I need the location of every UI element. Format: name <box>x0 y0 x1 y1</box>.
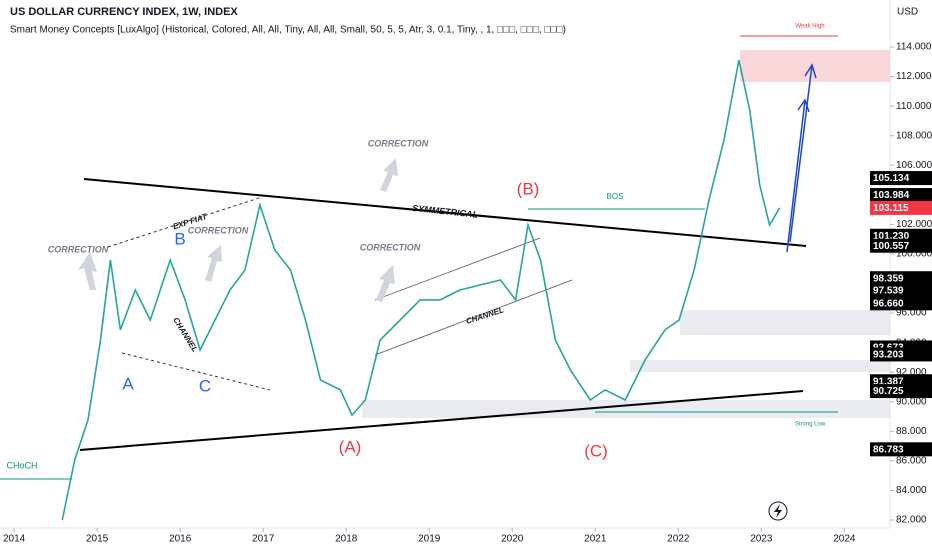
price-label: 97.539 <box>873 285 904 296</box>
demand-zone <box>630 360 890 372</box>
y-tick-label: 110.000 <box>896 101 932 112</box>
currency-label: USD <box>897 7 918 18</box>
y-tick-label: 92.000 <box>896 367 927 378</box>
price-label-box <box>870 271 932 286</box>
arrow <box>78 252 97 290</box>
y-tick-label: 112.000 <box>896 71 932 82</box>
replay-icon[interactable] <box>768 501 788 521</box>
chart-subtitle: Smart Money Concepts [LuxAlgo] (Historic… <box>10 25 566 36</box>
triangle-upper-line <box>83 178 807 247</box>
arrow-head <box>804 63 817 79</box>
x-tick-label: 2015 <box>86 534 109 545</box>
annotation: C <box>199 376 211 395</box>
x-tick-label: 2024 <box>833 534 856 545</box>
price-line <box>61 59 781 521</box>
channel-line <box>374 279 573 356</box>
price-label: 100.557 <box>873 241 910 252</box>
x-tick-label: 2023 <box>750 534 773 545</box>
annotation: CHoCH <box>6 460 37 470</box>
y-tick-label: 114.000 <box>896 42 932 53</box>
price-label-box <box>870 283 932 298</box>
icon-bolt[interactable] <box>774 504 782 518</box>
price-label: 91.387 <box>873 376 904 387</box>
price-label: 98.359 <box>873 273 904 284</box>
annotation: B <box>174 229 185 248</box>
price-label: 93.203 <box>873 350 904 361</box>
annotation: (A) <box>339 437 362 456</box>
chart-title: US DOLLAR CURRENCY INDEX, 1W, INDEX <box>10 6 238 18</box>
arrow-head <box>797 98 810 113</box>
price-label: 103.984 <box>873 190 910 201</box>
x-tick-label: 2019 <box>418 534 441 545</box>
price-label-box <box>870 171 932 186</box>
projection-arrows <box>786 63 817 253</box>
annotation: Weak High <box>795 24 824 30</box>
triangle-lower-line <box>79 390 804 451</box>
price-label: 86.783 <box>873 444 904 455</box>
annotation: (B) <box>517 179 540 198</box>
annotation: CORRECTION <box>360 242 421 252</box>
annotation: (C) <box>584 441 608 460</box>
x-tick-label: 2014 <box>3 534 26 545</box>
y-tick-label: 84.000 <box>896 485 927 496</box>
arrow <box>786 99 806 253</box>
arrow <box>380 158 398 192</box>
y-tick-label: 88.000 <box>896 426 927 437</box>
arrow <box>205 245 222 282</box>
annotation: A <box>122 374 134 393</box>
y-tick-label: 102.000 <box>896 219 932 230</box>
arrow <box>789 64 813 243</box>
annotation: CORRECTION <box>48 244 109 254</box>
x-tick-label: 2018 <box>335 534 358 545</box>
x-tick-label: 2020 <box>501 534 524 545</box>
x-tick-label: 2022 <box>667 534 690 545</box>
price-label-box <box>870 347 932 362</box>
channel-line <box>374 237 541 301</box>
annotation: CORRECTION <box>188 225 249 235</box>
x-tick-label: 2017 <box>252 534 275 545</box>
y-tick-label: 90.000 <box>896 396 927 407</box>
price-label: 105.134 <box>873 173 910 184</box>
x-tick-label: 2021 <box>584 534 607 545</box>
expansion-line <box>107 196 263 248</box>
price-label-box <box>870 442 932 457</box>
price-label: 90.725 <box>873 386 904 397</box>
y-tick-label: 96.000 <box>896 308 927 319</box>
y-tick-label: 108.000 <box>896 130 932 141</box>
y-tick-label: 86.000 <box>896 456 927 467</box>
demand-zone <box>362 400 890 418</box>
y-tick-label: 100.000 <box>896 249 932 260</box>
price-label-box <box>870 384 932 399</box>
price-label-box <box>870 200 932 215</box>
price-label: 96.660 <box>873 298 904 309</box>
x-tick-label: 2016 <box>169 534 192 545</box>
correction-arrows <box>78 158 398 302</box>
arrow <box>376 265 395 302</box>
price-label-box <box>870 296 932 311</box>
annotation: Strong Low <box>795 422 826 428</box>
price-label-box <box>870 238 932 253</box>
y-tick-label: 82.000 <box>896 515 927 526</box>
annotation: BOS <box>607 192 624 201</box>
price-label: 103.115 <box>873 203 909 214</box>
annotation: CORRECTION <box>368 138 429 148</box>
demand-zone <box>680 310 890 335</box>
y-tick-label: 106.000 <box>896 160 932 171</box>
expansion-line <box>121 352 271 391</box>
price-label-box <box>870 188 932 203</box>
price-label: 101.230 <box>873 231 910 242</box>
